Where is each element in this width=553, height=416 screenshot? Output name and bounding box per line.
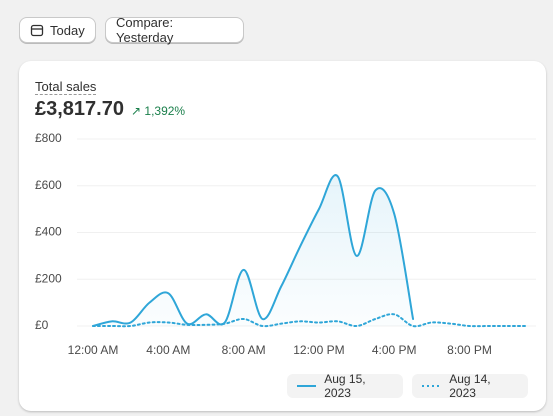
compare-button[interactable]: Compare: Yesterday bbox=[105, 15, 244, 45]
x-tick-label: 12:00 AM bbox=[68, 343, 119, 357]
x-tick-label: 4:00 AM bbox=[146, 343, 190, 357]
legend-item[interactable]: Aug 15, 2023 bbox=[287, 372, 403, 400]
date-button-label: Today bbox=[50, 22, 85, 38]
metric-value: £3,817.70 bbox=[35, 98, 124, 120]
x-tick-label: 12:00 PM bbox=[293, 343, 344, 357]
compare-button-label: Compare: Yesterday bbox=[116, 15, 174, 45]
legend-swatch bbox=[422, 385, 442, 387]
series-line bbox=[92, 313, 527, 328]
y-tick-label: £0 bbox=[35, 318, 49, 332]
x-tick-label: 8:00 AM bbox=[222, 343, 266, 357]
y-tick-label: £200 bbox=[35, 271, 62, 285]
series-line bbox=[92, 174, 415, 327]
metric-label[interactable]: Total sales bbox=[35, 79, 97, 95]
metric-change: ↗ 1,392% bbox=[131, 104, 186, 118]
x-tick-label: 4:00 PM bbox=[372, 343, 417, 357]
date-button[interactable]: Today bbox=[19, 17, 96, 43]
x-tick-label: 8:00 PM bbox=[447, 343, 492, 357]
legend-label: Aug 14, 2023 bbox=[449, 372, 491, 400]
legend-swatch bbox=[297, 385, 317, 387]
y-tick-label: £800 bbox=[35, 131, 62, 145]
y-tick-label: £600 bbox=[35, 178, 62, 192]
change-value: 1,392% bbox=[144, 104, 186, 118]
sales-card: Total sales £3,817.70 ↗ 1,392% £0 £200 £40… bbox=[19, 61, 546, 411]
series-area bbox=[93, 175, 414, 326]
legend-label: Aug 15, 2023 bbox=[324, 372, 366, 400]
chart: £0 £200 £400 £600 £800 12:00 AM 4:00 AM 8:00 AM… bbox=[35, 131, 536, 357]
y-tick-label: £400 bbox=[35, 225, 62, 239]
legend-item[interactable]: Aug 14, 2023 bbox=[412, 372, 528, 400]
calendar-icon bbox=[30, 24, 44, 37]
